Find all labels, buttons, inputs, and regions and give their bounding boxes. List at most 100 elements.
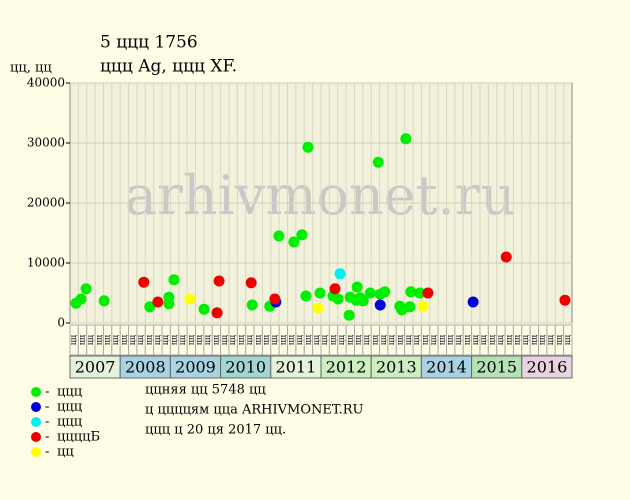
period-label: цц [329, 335, 338, 345]
point [75, 293, 87, 305]
legend-marker [31, 447, 41, 457]
y-tick-label: 20000 [27, 196, 65, 210]
period-label: цц [237, 335, 246, 345]
point [314, 287, 326, 299]
period-label: цц [538, 335, 547, 345]
point [80, 283, 92, 295]
point [364, 287, 376, 299]
period-label: цц [462, 335, 471, 345]
period-label: цц [521, 335, 530, 345]
period-label: цц [421, 335, 430, 345]
period-label: цц [379, 335, 388, 345]
point [332, 293, 344, 305]
period-label: цц [563, 335, 572, 345]
point [288, 236, 300, 248]
point [163, 298, 175, 310]
period-label: цц [529, 335, 538, 345]
legend-label: ццц [57, 415, 82, 430]
period-label: цц [504, 335, 513, 345]
point [405, 286, 417, 298]
point [152, 296, 164, 308]
legend-marker [31, 417, 41, 427]
x-tick-label: 2010 [225, 358, 266, 377]
point [184, 293, 196, 305]
period-label: цц [211, 335, 220, 345]
point [245, 277, 257, 289]
legend-marker [31, 432, 41, 442]
y-axis-label: цц, цц [10, 61, 52, 76]
year-cell [521, 355, 573, 379]
period-label: цц [128, 335, 137, 345]
period-label: цц [513, 335, 522, 345]
watermark: arhivmonet.ru [125, 164, 515, 227]
point [273, 230, 285, 242]
point [467, 296, 479, 308]
legend-label: ццц [57, 400, 82, 415]
x-tick-label: 2011 [276, 358, 317, 377]
x-tick-label: 2012 [326, 358, 367, 377]
period-label: цц [345, 335, 354, 345]
y-tick-label: 40000 [27, 76, 65, 90]
x-tick-label: 2013 [376, 358, 417, 377]
point [334, 268, 346, 280]
period-label: цц [270, 335, 279, 345]
point [559, 294, 571, 306]
x-tick-label: 2007 [75, 358, 116, 377]
legend-marker [31, 387, 41, 397]
x-tick-label: 2014 [426, 358, 467, 377]
legend-dash: - [45, 430, 49, 445]
period-cell [563, 324, 573, 356]
legend-marker [31, 402, 41, 412]
legend-label: цц [57, 445, 74, 460]
note: ц ццццям цца ARHIVMONET.RU [145, 403, 364, 418]
point [211, 307, 223, 319]
chart-subtitle: ццц Ag, ццц XF. [100, 57, 237, 77]
y-tick-label: 30000 [27, 136, 65, 150]
point [372, 156, 384, 168]
y-tick-label: 10000 [27, 256, 65, 270]
point [357, 295, 369, 307]
point [414, 287, 426, 299]
period-label: цц [94, 335, 103, 345]
period-label: цц [262, 335, 271, 345]
period-label: цц [546, 335, 555, 345]
point [213, 275, 225, 287]
period-label: цц [153, 335, 162, 345]
period-label: цц [161, 335, 170, 345]
period-label: цц [186, 335, 195, 345]
period-label: цц [245, 335, 254, 345]
point [351, 281, 363, 293]
period-label: цц [429, 335, 438, 345]
period-label: цц [479, 335, 488, 345]
point [343, 309, 355, 321]
point [98, 295, 110, 307]
period-label: цц [220, 335, 229, 345]
point [300, 290, 312, 302]
point [379, 286, 391, 298]
period-label: цц [278, 335, 287, 345]
period-label: цц [170, 335, 179, 345]
period-label: цц [295, 335, 304, 345]
period-label: цц [253, 335, 262, 345]
period-label: цц [454, 335, 463, 345]
period-label: цц [337, 335, 346, 345]
period-label: цц [496, 335, 505, 345]
point [144, 301, 156, 313]
period-label: цц [412, 335, 421, 345]
note: ццц ц 20 ця 2017 цц. [145, 423, 286, 438]
period-label: цц [111, 335, 120, 345]
point [246, 299, 258, 311]
period-label: цц [362, 335, 371, 345]
point [269, 293, 281, 305]
period-label: цц [471, 335, 480, 345]
period-label: цц [554, 335, 563, 345]
period-label: цц [119, 335, 128, 345]
legend-label: ццццБ [57, 430, 100, 445]
period-label: цц [320, 335, 329, 345]
note: ццняя цц 5748 цц [145, 383, 266, 398]
point [138, 276, 150, 288]
point [400, 133, 412, 145]
legend-dash: - [45, 415, 49, 430]
point [374, 299, 386, 311]
period-label: цц [86, 335, 95, 345]
